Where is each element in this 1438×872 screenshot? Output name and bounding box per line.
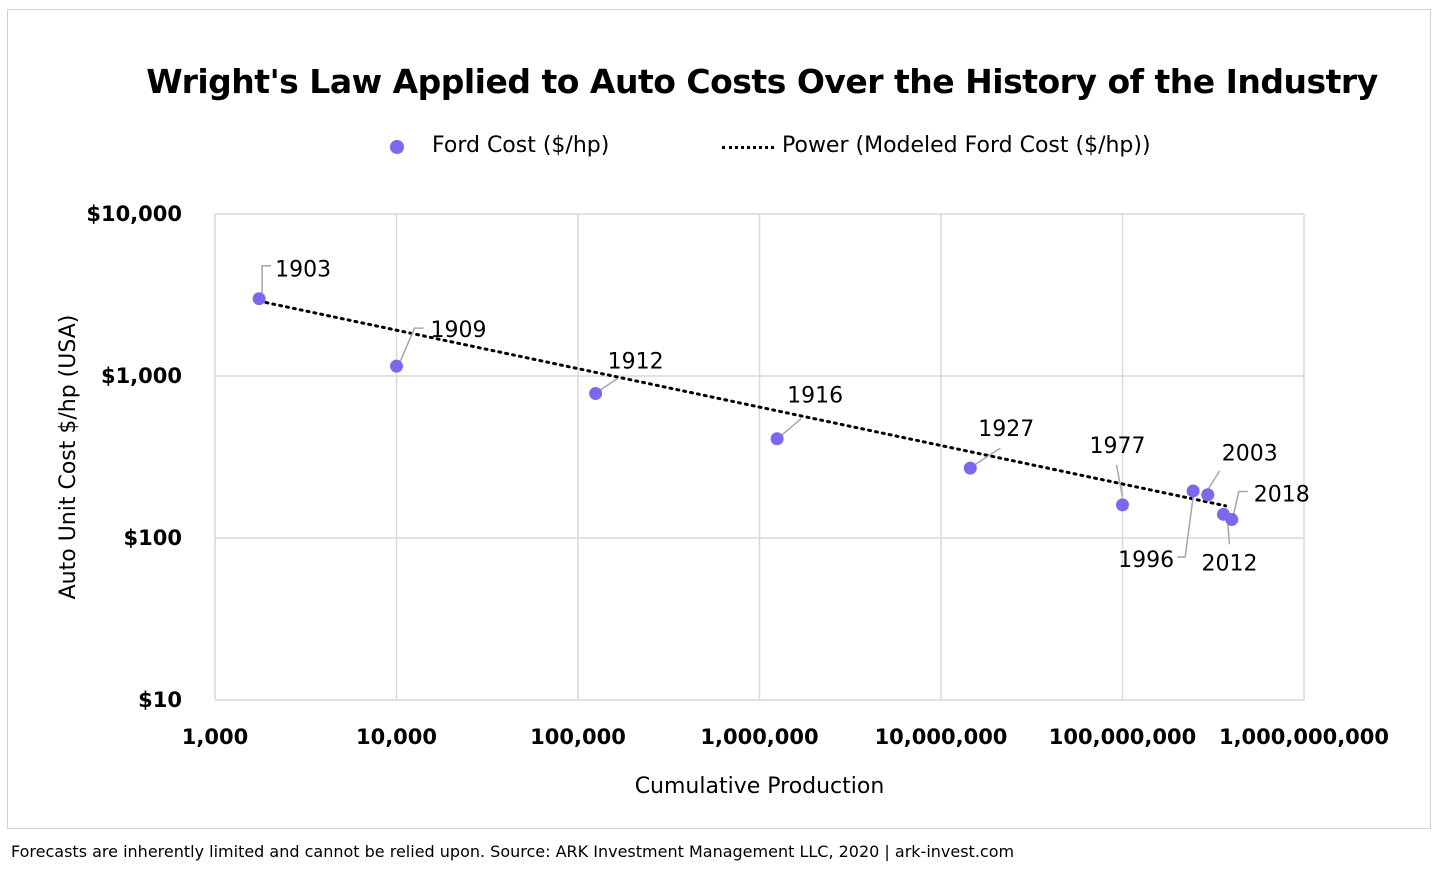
leader-line-1996	[1177, 496, 1194, 558]
data-label-1916: 1916	[787, 384, 843, 409]
chart-title: Wright's Law Applied to Auto Costs Over …	[146, 62, 1378, 101]
leader-line-1912	[599, 377, 619, 392]
y-tick-label: $10,000	[86, 202, 182, 226]
data-label-1977: 1977	[1090, 434, 1146, 459]
x-axis-title: Cumulative Production	[635, 774, 885, 799]
x-tick-label: 10,000,000	[875, 725, 1008, 749]
leader-line-1903	[261, 264, 272, 295]
data-label-1996: 1996	[1118, 548, 1174, 573]
x-tick-label: 10,000	[356, 725, 437, 749]
leader-line-2003	[1207, 470, 1221, 491]
data-point-1909	[390, 359, 403, 373]
y-tick-label: $10	[138, 688, 182, 712]
legend-dotted-line-icon	[722, 146, 774, 149]
data-label-1909: 1909	[431, 318, 487, 343]
chart-frame	[7, 9, 1431, 829]
data-point-1912	[589, 386, 603, 400]
data-point-1977	[1116, 498, 1129, 512]
data-label-1903: 1903	[275, 258, 331, 283]
leader-line-1916	[780, 418, 802, 437]
legend-dot-icon	[390, 140, 404, 154]
footer-disclaimer: Forecasts are inherently limited and can…	[11, 842, 1015, 861]
data-label-2018: 2018	[1254, 483, 1310, 508]
y-axis-title: Auto Unit Cost $/hp (USA)	[56, 315, 81, 600]
data-point-2003	[1201, 488, 1215, 502]
leader-line-2018	[1233, 490, 1248, 514]
data-label-2003: 2003	[1222, 442, 1278, 467]
x-tick-label: 100,000,000	[1049, 725, 1196, 749]
data-label-1927: 1927	[978, 417, 1034, 442]
data-point-2018	[1225, 513, 1239, 527]
x-tick-label: 1,000,000,000	[1219, 725, 1389, 749]
data-label-1912: 1912	[608, 349, 664, 374]
data-point-1927	[963, 461, 977, 475]
leader-line-1977	[1115, 464, 1124, 498]
legend-label-ford-cost: Ford Cost ($/hp)	[432, 133, 610, 158]
leader-line-1909	[398, 327, 424, 364]
y-tick-label: $1,000	[101, 364, 182, 388]
data-label-2012: 2012	[1201, 551, 1257, 576]
data-point-1903	[252, 292, 266, 306]
data-point-1996	[1186, 484, 1200, 498]
leader-line-1927	[973, 447, 1001, 466]
x-tick-label: 1,000	[182, 725, 248, 749]
x-tick-label: 100,000	[530, 725, 626, 749]
y-tick-label: $100	[124, 526, 182, 550]
data-point-1916	[770, 432, 784, 446]
trendline-power	[257, 299, 1228, 508]
legend-label-power-model: Power (Modeled Ford Cost ($/hp))	[782, 133, 1151, 158]
x-tick-label: 1,000,000	[700, 725, 818, 749]
